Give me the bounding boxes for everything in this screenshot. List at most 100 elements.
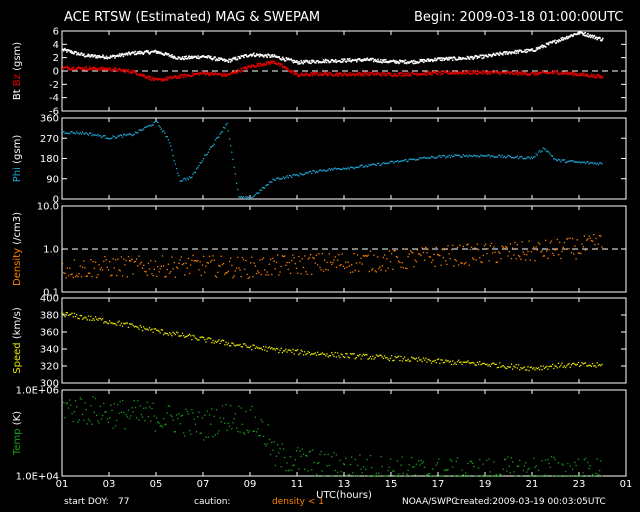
data-point-temp	[254, 416, 256, 418]
data-point-speed	[507, 365, 509, 368]
data-point-bt	[250, 55, 253, 57]
data-point-density	[297, 272, 299, 274]
data-point-phi	[329, 169, 332, 171]
data-point-density	[113, 267, 115, 269]
data-point-phi	[141, 129, 144, 131]
data-point-bt	[434, 57, 436, 60]
data-point-phi	[448, 154, 450, 157]
data-point-phi	[274, 179, 276, 182]
data-point-bz	[300, 72, 303, 75]
data-point-density	[482, 254, 484, 257]
data-point-temp	[470, 461, 473, 463]
data-point-temp	[568, 475, 570, 477]
data-point-bz	[364, 72, 367, 75]
data-point-density	[160, 265, 162, 267]
data-point-bz	[335, 72, 338, 75]
data-point-temp	[463, 475, 466, 477]
data-point-bz	[162, 79, 164, 81]
data-point-bt	[180, 58, 183, 61]
data-point-temp	[315, 473, 318, 476]
data-point-bz	[437, 73, 439, 76]
data-point-bt	[284, 59, 287, 62]
data-point-speed	[200, 336, 202, 338]
data-point-speed	[500, 366, 502, 368]
data-point-bt	[601, 39, 603, 41]
data-point-density	[467, 243, 469, 245]
data-point-phi	[264, 187, 266, 189]
data-point-temp	[539, 475, 541, 477]
data-point-speed	[97, 319, 99, 321]
data-point-phi	[561, 159, 563, 161]
data-point-density	[133, 261, 135, 263]
data-point-phi	[445, 157, 447, 159]
data-point-speed	[331, 352, 333, 354]
data-point-temp	[514, 475, 516, 477]
data-point-temp	[435, 464, 437, 466]
data-point-phi	[380, 164, 382, 166]
data-point-phi	[211, 145, 213, 148]
data-point-phi	[242, 196, 245, 198]
data-point-density	[65, 277, 67, 279]
data-point-phi	[208, 148, 211, 150]
data-point-speed	[334, 351, 336, 354]
data-point-phi	[573, 160, 575, 163]
y-tick-label-mag: -6	[49, 107, 59, 118]
data-point-speed	[148, 327, 151, 329]
data-point-temp	[269, 453, 272, 456]
data-point-phi	[326, 170, 328, 172]
data-point-bt	[443, 59, 446, 62]
data-point-phi	[566, 161, 568, 163]
data-point-speed	[570, 364, 573, 366]
data-point-bz	[92, 66, 94, 69]
data-point-speed	[113, 322, 115, 325]
data-point-bt	[344, 58, 346, 61]
data-point-speed	[237, 344, 239, 346]
data-point-density	[314, 262, 316, 264]
data-point-density	[247, 277, 249, 279]
data-point-bz	[153, 79, 156, 82]
data-point-density	[402, 267, 405, 269]
data-point-speed	[321, 352, 323, 354]
data-point-bz	[71, 67, 73, 69]
data-point-speed	[201, 336, 204, 338]
data-point-speed	[540, 365, 542, 367]
data-point-phi	[419, 157, 421, 159]
data-point-density	[581, 243, 583, 245]
data-point-bz	[417, 74, 419, 76]
data-point-bz	[547, 71, 550, 74]
data-point-density	[372, 268, 374, 270]
data-point-speed	[255, 346, 258, 348]
data-point-phi	[363, 166, 366, 168]
data-point-speed	[341, 354, 343, 356]
data-point-speed	[168, 332, 171, 334]
data-point-bt	[323, 61, 326, 64]
data-point-bt	[291, 59, 294, 62]
data-point-phi	[580, 162, 582, 164]
data-point-bt	[459, 57, 462, 59]
data-point-phi	[461, 156, 463, 158]
data-point-density	[222, 262, 225, 265]
data-point-temp	[349, 463, 352, 466]
data-point-speed	[157, 329, 159, 332]
data-point-temp	[536, 475, 538, 477]
data-point-speed	[126, 322, 128, 324]
data-point-density	[382, 256, 385, 259]
data-point-speed	[76, 314, 78, 316]
data-point-phi	[481, 155, 483, 157]
data-point-bz	[271, 62, 273, 64]
data-point-temp	[407, 469, 409, 471]
data-point-phi	[331, 168, 333, 170]
data-point-bt	[189, 56, 192, 58]
data-point-speed	[69, 314, 71, 316]
data-point-bz	[156, 78, 159, 80]
data-point-density	[530, 250, 533, 253]
data-point-phi	[400, 160, 402, 162]
data-point-bz	[378, 73, 381, 75]
data-point-temp	[307, 470, 309, 472]
data-point-speed	[450, 363, 453, 366]
data-point-density	[465, 262, 467, 264]
data-point-phi	[221, 130, 224, 133]
data-point-bt	[513, 52, 515, 54]
data-point-density	[125, 259, 127, 262]
data-point-bz	[401, 72, 404, 74]
